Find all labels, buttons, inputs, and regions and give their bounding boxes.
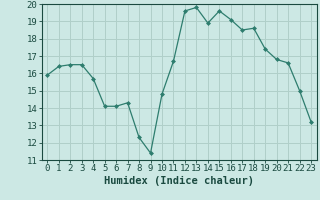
X-axis label: Humidex (Indice chaleur): Humidex (Indice chaleur) [104, 176, 254, 186]
